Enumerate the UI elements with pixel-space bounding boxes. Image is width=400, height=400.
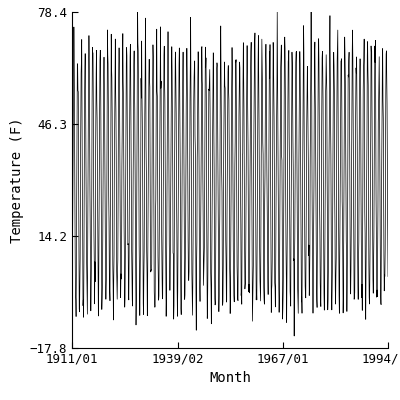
Y-axis label: Temperature (F): Temperature (F) [10,117,24,243]
X-axis label: Month: Month [209,372,251,386]
